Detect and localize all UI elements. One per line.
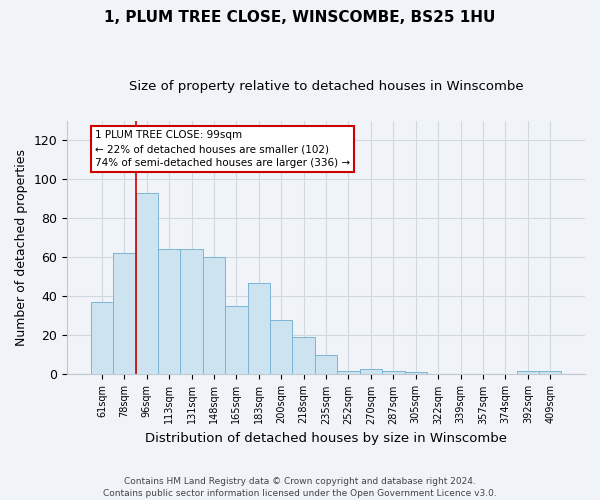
Bar (203, 258, 225, 374)
X-axis label: Distribution of detached houses by size in Winscombe: Distribution of detached houses by size … (145, 432, 507, 445)
Bar (181, 250, 203, 374)
Bar (382, 370, 404, 374)
Bar (337, 370, 360, 374)
Text: 1 PLUM TREE CLOSE: 99sqm
← 22% of detached houses are smaller (102)
74% of semi-: 1 PLUM TREE CLOSE: 99sqm ← 22% of detach… (95, 130, 350, 168)
Bar (292, 338, 315, 374)
Bar (360, 368, 382, 374)
Bar (225, 306, 248, 374)
Bar (113, 254, 136, 374)
Bar (91, 302, 113, 374)
Text: Contains HM Land Registry data © Crown copyright and database right 2024.
Contai: Contains HM Land Registry data © Crown c… (103, 476, 497, 498)
Bar (270, 320, 292, 374)
Bar (539, 370, 562, 374)
Bar (158, 250, 181, 374)
Bar (404, 372, 427, 374)
Bar (248, 282, 270, 374)
Bar (136, 193, 158, 374)
Title: Size of property relative to detached houses in Winscombe: Size of property relative to detached ho… (129, 80, 523, 93)
Bar (517, 370, 539, 374)
Y-axis label: Number of detached properties: Number of detached properties (15, 149, 28, 346)
Bar (315, 355, 337, 374)
Text: 1, PLUM TREE CLOSE, WINSCOMBE, BS25 1HU: 1, PLUM TREE CLOSE, WINSCOMBE, BS25 1HU (104, 10, 496, 25)
